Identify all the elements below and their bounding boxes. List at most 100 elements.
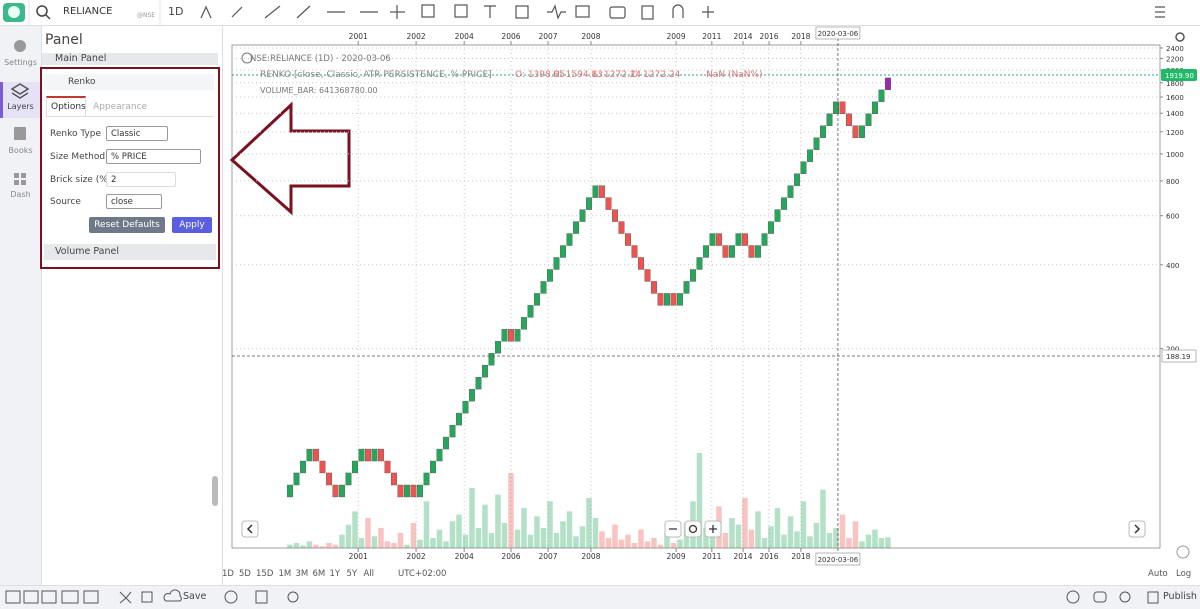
renko-brick (514, 329, 521, 342)
scroll-handle[interactable] (212, 476, 218, 506)
range-button[interactable]: 1D (222, 569, 234, 579)
select[interactable]: Classic (106, 126, 168, 141)
volume-bar (800, 501, 807, 548)
volume-panel-header[interactable] (44, 244, 216, 260)
x-tick-label: 2007 (538, 32, 557, 41)
crosshair-y-box (1161, 349, 1197, 363)
active-bg (3, 82, 41, 118)
renko-brick (287, 484, 293, 498)
volume-bar (846, 538, 852, 548)
renko-brick (358, 448, 365, 462)
renko-brick (462, 400, 469, 414)
settings-icon[interactable] (14, 40, 26, 52)
renko-brick (872, 101, 878, 115)
sidebar-item[interactable]: Dash (10, 190, 31, 199)
active-indicator (0, 82, 3, 118)
volume-bar (423, 501, 430, 548)
sidebar-item[interactable]: Layers (7, 102, 34, 111)
volume-bar (709, 536, 716, 548)
interval[interactable]: 1D (168, 5, 184, 18)
tab[interactable]: Appearance (93, 102, 148, 112)
crosshair-y-label: 188.19 (1166, 353, 1191, 361)
tab[interactable]: Options (51, 102, 86, 112)
y-tick-label: 400 (1166, 262, 1179, 270)
volume-bar (352, 511, 358, 548)
dash-icon[interactable] (14, 173, 19, 178)
renko-brick (339, 484, 345, 498)
crosshair-x-top-box (815, 26, 861, 40)
renko-brick (657, 293, 664, 306)
layers-icon[interactable] (10, 83, 30, 99)
auto-scale[interactable]: Auto (1148, 569, 1168, 579)
x-tick-label: 2008 (581, 552, 600, 561)
renko-brick (488, 353, 495, 366)
renko-brick (716, 233, 722, 246)
publish-button[interactable]: Publish (1163, 591, 1197, 602)
range-button[interactable]: 15D (256, 569, 274, 579)
range-button[interactable]: All (363, 569, 375, 579)
layer-header[interactable] (44, 74, 214, 90)
range-button[interactable]: 6M (312, 569, 326, 579)
renko-brick (794, 173, 800, 186)
tab-active[interactable] (46, 96, 86, 116)
range-button[interactable]: 1M (278, 569, 292, 579)
sidebar-item[interactable]: Books (8, 146, 33, 155)
volume-bar (748, 529, 755, 548)
y-tick-label: 2200 (1166, 56, 1184, 64)
volume-bar (397, 533, 404, 548)
renko-brick (768, 221, 774, 234)
range-button[interactable]: 5Y (346, 569, 358, 579)
scroll-left-button[interactable] (241, 520, 259, 538)
plot-frame (231, 44, 1161, 549)
range-button[interactable]: 1Y (329, 569, 341, 579)
x-tick-label: 2002 (407, 552, 426, 561)
renko-brick (677, 293, 683, 306)
legend-ohlc: L: 1272.24 (593, 70, 642, 80)
search-icon[interactable] (36, 5, 48, 17)
books-icon[interactable] (14, 127, 26, 140)
dash-icon (21, 173, 26, 178)
y-tick-label: 1600 (1166, 94, 1184, 102)
panel-title: Panel (45, 32, 83, 48)
apply-button[interactable]: Apply (172, 217, 212, 233)
volume-bar (742, 498, 748, 548)
sidebar-item[interactable]: Settings (4, 58, 37, 67)
renko-brick (833, 101, 839, 115)
drawing-tools[interactable] (200, 4, 1165, 20)
range-button[interactable]: 3M (295, 569, 309, 579)
volume-bar (605, 538, 612, 548)
scroll-right-button[interactable] (1128, 520, 1146, 538)
renko-brick (748, 245, 755, 258)
range-button[interactable]: 5D (239, 569, 251, 579)
timezone[interactable]: UTC+02:00 (398, 569, 447, 579)
x-tick-label: 2011 (702, 552, 721, 561)
input[interactable]: 2 (106, 172, 176, 187)
volume-bar (469, 488, 475, 548)
toolbar: RELIANCE @NSE 1D (0, 0, 1200, 26)
layout-icons[interactable] (5, 589, 1159, 604)
reset-button[interactable]: Reset Defaults (89, 217, 165, 233)
renko-brick (475, 377, 482, 390)
renko-brick (579, 209, 586, 222)
renko-brick (345, 472, 352, 486)
renko-brick (592, 185, 599, 198)
reset-zoom-button[interactable] (684, 520, 702, 538)
volume-bar (761, 538, 768, 548)
select[interactable]: close (106, 194, 162, 209)
icon (688, 524, 698, 534)
scroll-to-end (1176, 545, 1190, 559)
settings-gear (1175, 32, 1185, 42)
save-button[interactable]: Save (183, 591, 207, 602)
log-scale[interactable]: Log (1176, 569, 1192, 579)
renko-brick (612, 209, 618, 222)
volume-bar (599, 531, 605, 548)
renko-brick (501, 329, 508, 342)
renko-brick (547, 269, 553, 282)
volume-bar (501, 523, 508, 548)
select[interactable]: % PRICE (106, 149, 201, 164)
toolbar-icons (3, 0, 1165, 25)
renko-brick (430, 460, 436, 474)
volume-bar (547, 501, 553, 548)
main-panel-header[interactable] (42, 53, 218, 65)
symbol[interactable]: RELIANCE (63, 6, 113, 17)
